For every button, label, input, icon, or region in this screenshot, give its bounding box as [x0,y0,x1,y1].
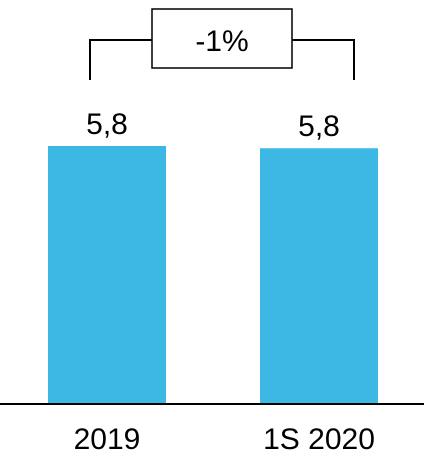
annotation-text: -1% [195,25,248,58]
bar-2 [260,148,378,404]
change-annotation: -1% [89,8,355,80]
category-label-1: 2019 [74,423,141,456]
category-label-2: 1S 2020 [263,423,375,456]
value-label-1: 5,8 [86,108,128,141]
annotation-box [151,8,293,69]
bracket-right [292,39,355,80]
bar-1 [48,146,166,404]
bracket-left [89,39,152,80]
value-label-2: 5,8 [298,110,340,143]
category-labels-group: 2019 1S 2020 [74,423,375,456]
bars-group [48,146,378,404]
value-labels-group: 5,8 5,8 [86,108,340,143]
